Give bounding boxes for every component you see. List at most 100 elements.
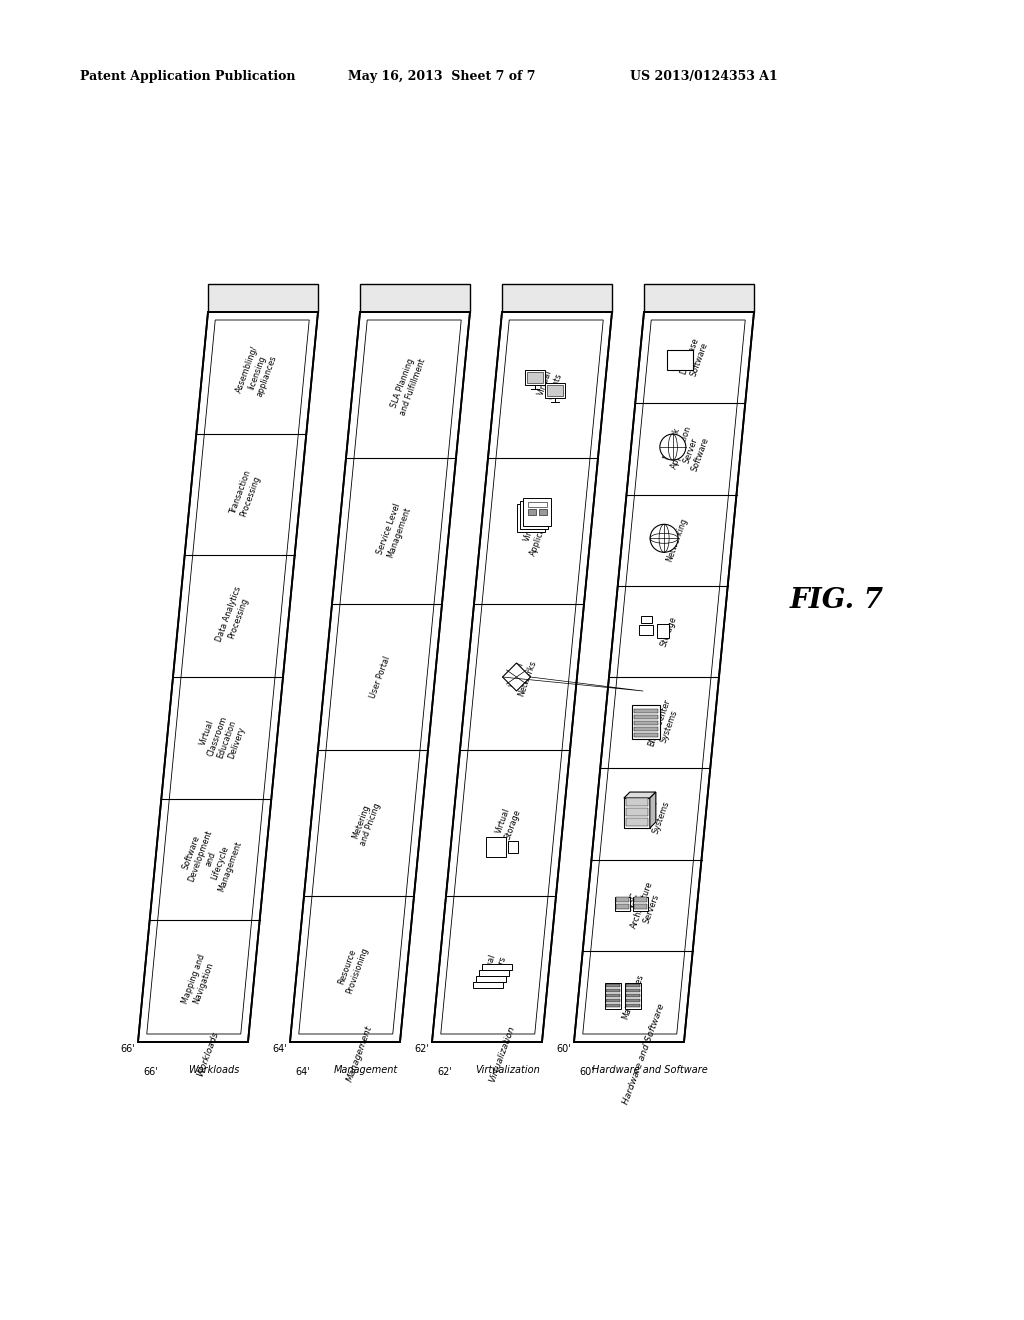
Bar <box>634 709 657 713</box>
Text: User Portal: User Portal <box>369 655 392 700</box>
Text: Management: Management <box>334 1065 398 1074</box>
FancyBboxPatch shape <box>641 615 652 623</box>
Circle shape <box>659 434 686 461</box>
Text: Hardware and Software: Hardware and Software <box>622 1002 667 1106</box>
Polygon shape <box>290 312 470 1041</box>
Polygon shape <box>624 792 655 799</box>
Bar <box>606 983 621 986</box>
Text: Storage: Storage <box>658 615 678 648</box>
FancyBboxPatch shape <box>626 982 641 1008</box>
Polygon shape <box>432 312 612 1041</box>
Bar <box>606 1003 621 1007</box>
Bar <box>634 715 657 719</box>
Bar <box>616 904 629 909</box>
Text: Virtual
Applications: Virtual Applications <box>518 504 554 557</box>
Text: Virtualization: Virtualization <box>487 1024 516 1084</box>
Bar <box>627 994 640 997</box>
FancyBboxPatch shape <box>482 964 512 970</box>
FancyBboxPatch shape <box>526 372 543 383</box>
Bar <box>626 808 648 816</box>
Text: Virtual
Networks: Virtual Networks <box>507 656 538 698</box>
Bar <box>634 898 647 903</box>
Bar <box>606 989 621 991</box>
FancyBboxPatch shape <box>639 624 653 635</box>
FancyBboxPatch shape <box>668 350 693 371</box>
Bar <box>606 998 621 1002</box>
Bar <box>627 1003 640 1007</box>
Text: 60': 60' <box>557 1044 571 1053</box>
FancyBboxPatch shape <box>633 898 648 911</box>
Text: Mapping and
Navigation: Mapping and Navigation <box>181 953 217 1008</box>
Text: Database
Software: Database Software <box>679 337 711 379</box>
Text: 62': 62' <box>437 1067 452 1077</box>
Text: Virtual
Classroom
Education
Delivery: Virtual Classroom Education Delivery <box>196 711 248 764</box>
Text: 64': 64' <box>295 1067 309 1077</box>
Text: Virtualization: Virtualization <box>475 1065 541 1074</box>
Bar <box>634 727 657 731</box>
Text: 60': 60' <box>579 1067 594 1077</box>
Bar <box>634 904 647 909</box>
Text: Workloads: Workloads <box>196 1030 220 1078</box>
Bar <box>626 799 648 807</box>
FancyBboxPatch shape <box>657 623 670 638</box>
Text: Networking: Networking <box>665 517 689 564</box>
Polygon shape <box>138 312 318 1041</box>
Text: 66': 66' <box>121 1044 135 1053</box>
Polygon shape <box>650 792 655 828</box>
Bar <box>539 510 547 515</box>
Circle shape <box>650 524 678 552</box>
Text: Software
Development
and
Lifecycle
Management: Software Development and Lifecycle Manag… <box>177 825 244 894</box>
Text: Resource
Provisioning: Resource Provisioning <box>335 942 370 995</box>
Text: Patent Application Publication: Patent Application Publication <box>80 70 296 83</box>
Polygon shape <box>624 799 650 828</box>
Text: Virtual
Servers: Virtual Servers <box>479 952 508 987</box>
Text: Metering
and Pricing: Metering and Pricing <box>349 799 383 847</box>
Bar <box>627 989 640 991</box>
Text: Mainframes: Mainframes <box>621 973 646 1020</box>
Text: IBM
BladeCenter
Systems: IBM BladeCenter Systems <box>637 694 682 751</box>
Text: Network
Application
Server
Software: Network Application Server Software <box>659 421 713 477</box>
Polygon shape <box>360 284 470 312</box>
Text: Data Analytics
Processing: Data Analytics Processing <box>215 586 253 647</box>
Bar <box>528 503 547 507</box>
Bar <box>606 994 621 997</box>
FancyBboxPatch shape <box>547 385 562 396</box>
FancyBboxPatch shape <box>520 502 548 529</box>
Text: Service Level
Management: Service Level Management <box>376 503 413 560</box>
FancyBboxPatch shape <box>486 837 507 857</box>
Text: IBM
xSeries
Systems: IBM xSeries Systems <box>631 793 671 836</box>
FancyBboxPatch shape <box>523 499 551 527</box>
FancyBboxPatch shape <box>476 975 506 982</box>
Polygon shape <box>502 284 612 312</box>
Polygon shape <box>574 312 754 1041</box>
FancyBboxPatch shape <box>615 898 630 911</box>
Bar <box>626 818 648 826</box>
Text: Hardware and Software: Hardware and Software <box>592 1065 708 1074</box>
Polygon shape <box>503 663 530 690</box>
Text: 66': 66' <box>143 1067 158 1077</box>
Polygon shape <box>208 284 318 312</box>
Text: 64': 64' <box>272 1044 288 1053</box>
Text: RISC
Architecture
Servers: RISC Architecture Servers <box>620 876 665 933</box>
FancyBboxPatch shape <box>545 383 564 399</box>
Bar <box>616 898 629 903</box>
Text: SLA Planning
and Fulfillment: SLA Planning and Fulfillment <box>389 354 427 416</box>
Bar <box>627 983 640 986</box>
Bar <box>634 733 657 737</box>
Text: Workloads: Workloads <box>188 1065 240 1074</box>
FancyBboxPatch shape <box>479 970 509 977</box>
Polygon shape <box>644 284 754 312</box>
FancyBboxPatch shape <box>632 705 659 739</box>
FancyBboxPatch shape <box>605 982 622 1008</box>
Text: FIG. 7: FIG. 7 <box>790 587 884 614</box>
FancyBboxPatch shape <box>508 841 518 853</box>
Text: Virtual
Storage: Virtual Storage <box>494 805 522 841</box>
FancyBboxPatch shape <box>517 504 545 532</box>
Bar <box>528 510 536 515</box>
Bar <box>634 721 657 725</box>
Bar <box>627 998 640 1002</box>
Text: Virtual
Clients: Virtual Clients <box>537 368 564 401</box>
FancyBboxPatch shape <box>524 370 545 385</box>
FancyBboxPatch shape <box>473 982 503 989</box>
Text: Management: Management <box>346 1024 375 1084</box>
